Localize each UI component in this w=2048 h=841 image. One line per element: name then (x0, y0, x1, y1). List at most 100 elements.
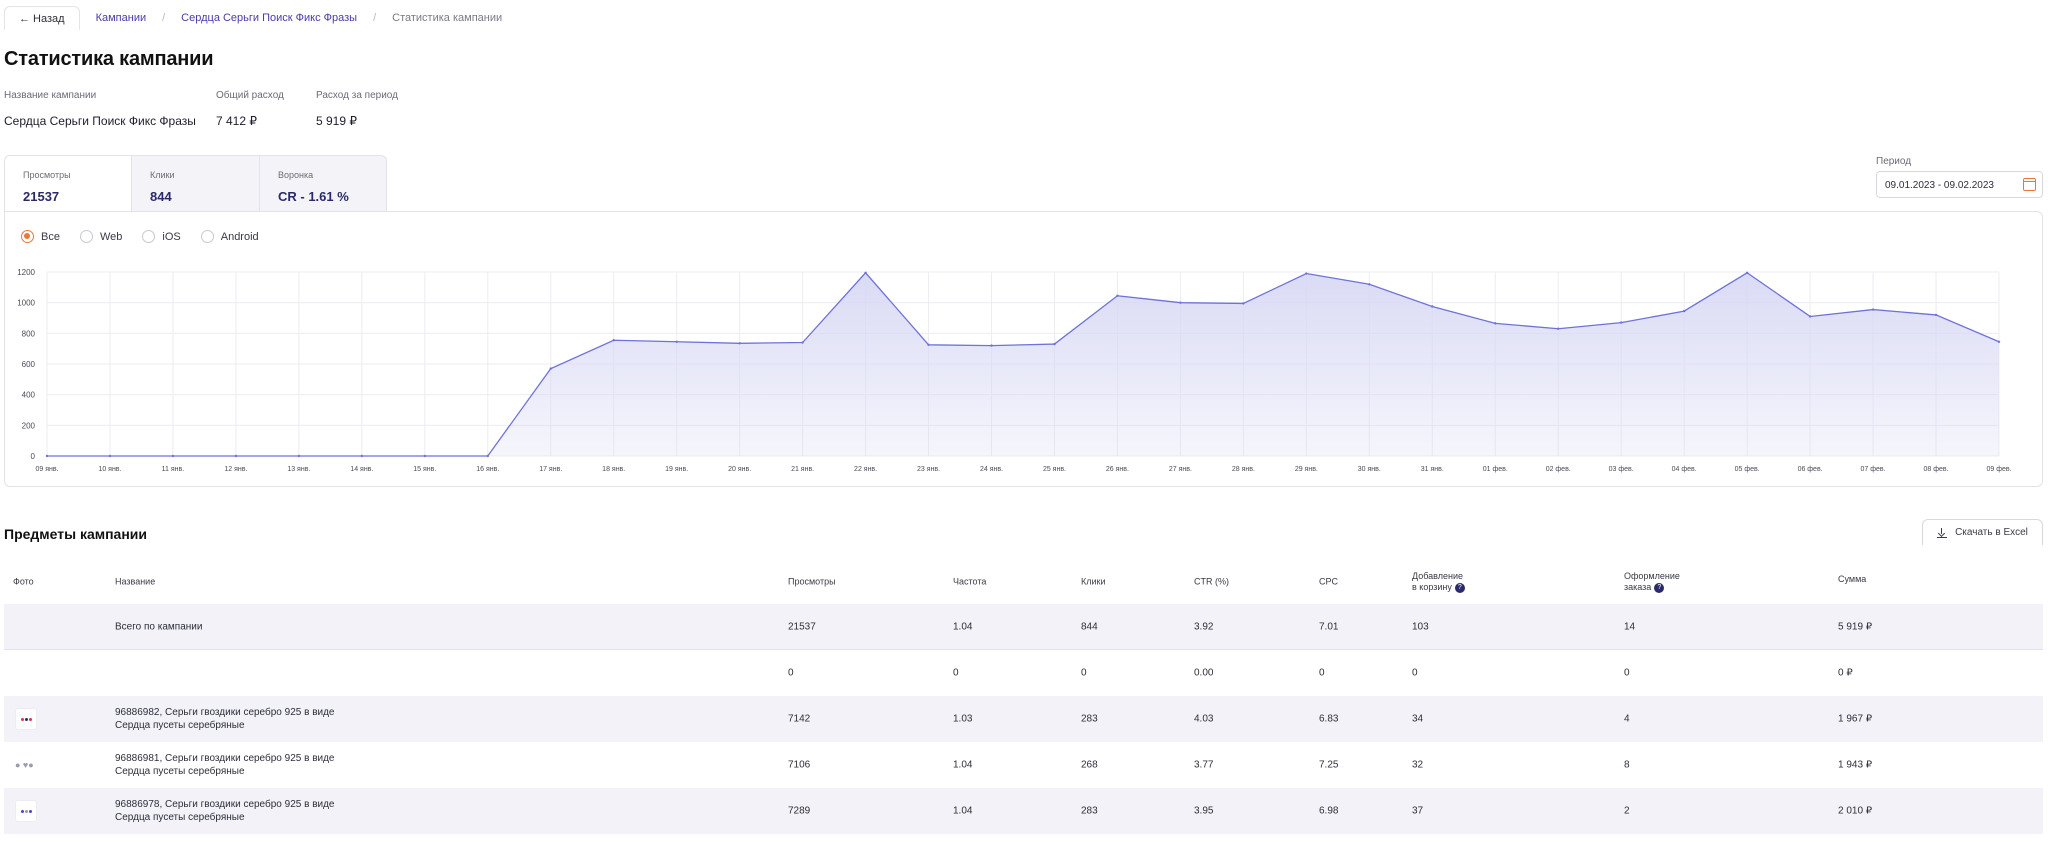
meta-label: Расход за период (316, 90, 398, 101)
section-title: Предметы кампании (4, 526, 148, 542)
data-point (1494, 322, 1497, 325)
row-sum: 1 943 ₽ (1838, 759, 1873, 771)
meta-period-spend: Расход за период 5 919 ₽ (316, 90, 398, 128)
table-row: 0 0 0 0.00 0 0 0 0 ₽ (4, 650, 2043, 696)
back-label: ← Назад (19, 12, 65, 25)
breadcrumb-separator: / (162, 12, 166, 24)
table-row[interactable]: 96886978, Серьги гвоздики серебро 925 в … (4, 788, 2043, 834)
meta-value: 5 919 ₽ (316, 114, 357, 128)
data-point (1997, 340, 2001, 343)
x-tick-label: 28 янв. (1232, 466, 1255, 473)
row-frequency: 0 (953, 667, 959, 679)
row-name-line2: Сердца пусеты серебряные (115, 766, 245, 777)
meta-campaign-name: Название кампании Сердца Серьги Поиск Фи… (4, 90, 196, 128)
col-label-line2: в корзину (1412, 582, 1452, 592)
x-tick-label: 08 фев. (1924, 466, 1949, 473)
breadcrumb: ← Назад Кампании / Сердца Серьги Поиск Ф… (4, 6, 502, 30)
row-views: 7142 (788, 713, 811, 725)
tab-views[interactable]: Просмотры 21537 (4, 155, 132, 212)
tab-clicks[interactable]: Клики 844 (132, 155, 260, 212)
radio-checked-icon[interactable] (21, 230, 34, 243)
x-tick-label: 31 янв. (1421, 466, 1444, 473)
col-label-line2: заказа (1624, 582, 1652, 592)
col-checkout: Оформление заказа? (1624, 571, 1680, 593)
x-tick-label: 01 фев. (1483, 466, 1508, 473)
back-button[interactable]: ← Назад (4, 6, 80, 30)
data-point (1431, 305, 1434, 308)
tab-value: CR - 1.61 % (278, 189, 349, 204)
radio-label: iOS (162, 230, 181, 243)
table-row[interactable]: ● ♥● 96886981, Серьги гвоздики серебро 9… (4, 742, 2043, 788)
x-tick-label: 22 янв. (854, 466, 877, 473)
row-sum: 0 ₽ (1838, 667, 1853, 679)
x-tick-label: 20 янв. (728, 466, 751, 473)
col-name: Название (115, 576, 156, 587)
radio-android[interactable]: Android (200, 230, 259, 243)
calendar-icon[interactable] (2023, 178, 2036, 191)
product-thumbnail[interactable]: ● ♥● (15, 760, 34, 770)
data-point (1934, 313, 1938, 317)
radio-unchecked-icon[interactable] (79, 230, 93, 243)
row-cart: 32 (1412, 759, 1424, 771)
x-tick-label: 09 янв. (35, 466, 58, 473)
row-frequency: 1.03 (953, 713, 973, 725)
period-value: 09.01.2023 - 09.02.2023 (1885, 180, 1994, 191)
x-tick-label: 15 янв. (413, 466, 436, 473)
data-point (549, 367, 552, 370)
breadcrumb-campaigns-link[interactable]: Кампании (95, 12, 147, 24)
x-tick-label: 04 фев. (1672, 466, 1697, 473)
row-sum: 1 967 ₽ (1838, 713, 1873, 725)
download-excel-label: Скачать в Excel (1955, 527, 2028, 538)
radio-label: Android (220, 230, 259, 243)
radio-all[interactable]: Все (21, 230, 60, 243)
row-name[interactable]: 96886978, Серьги гвоздики серебро 925 в … (115, 798, 375, 824)
download-icon (1937, 527, 1948, 538)
row-name-line1: 96886981, Серьги гвоздики серебро 925 в … (115, 753, 335, 764)
row-ctr: 3.95 (1194, 805, 1214, 817)
meta-label: Общий расход (216, 90, 284, 101)
series-area (47, 272, 1999, 456)
radio-unchecked-icon[interactable] (200, 230, 214, 243)
x-tick-label: 17 янв. (539, 466, 562, 473)
data-point (108, 454, 112, 458)
product-thumbnail[interactable] (15, 800, 37, 822)
x-tick-label: 05 фев. (1735, 466, 1760, 473)
radio-unchecked-icon[interactable] (142, 230, 156, 243)
table-row[interactable]: 96886982, Серьги гвоздики серебро 925 в … (4, 696, 2043, 742)
radio-ios[interactable]: iOS (142, 230, 181, 243)
row-cpc: 6.83 (1319, 713, 1339, 725)
tab-label: Просмотры (23, 170, 71, 180)
row-name[interactable]: 96886981, Серьги гвоздики серебро 925 в … (115, 752, 375, 778)
help-icon[interactable]: ? (1654, 582, 1665, 593)
tab-funnel[interactable]: Воронка CR - 1.61 % (260, 155, 387, 212)
help-icon[interactable]: ? (1454, 582, 1465, 593)
row-ctr: 3.92 (1194, 621, 1214, 632)
meta-value: Сердца Серьги Поиск Фикс Фразы (4, 114, 196, 128)
data-point (1745, 271, 1749, 274)
row-clicks: 268 (1081, 759, 1098, 771)
x-tick-label: 13 янв. (287, 466, 310, 473)
product-thumbnail[interactable] (15, 708, 37, 730)
metric-tabs: Просмотры 21537 Клики 844 Воронка CR - 1… (4, 155, 387, 212)
radio-web[interactable]: Web (79, 230, 122, 243)
download-excel-button[interactable]: Скачать в Excel (1922, 519, 2043, 545)
y-tick-label: 1200 (17, 268, 35, 277)
data-point (675, 340, 678, 343)
y-tick-label: 0 (31, 452, 36, 461)
x-tick-label: 29 янв. (1295, 466, 1318, 473)
breadcrumb-campaign-link[interactable]: Сердца Серьги Поиск Фикс Фразы (181, 12, 358, 24)
row-views: 0 (788, 667, 794, 679)
tab-value: 21537 (23, 189, 60, 204)
y-tick-label: 600 (22, 360, 36, 369)
x-tick-label: 12 янв. (224, 466, 247, 473)
row-ctr: 3.77 (1194, 759, 1214, 771)
period-input[interactable]: 09.01.2023 - 09.02.2023 (1876, 171, 2043, 198)
row-clicks: 0 (1081, 667, 1087, 679)
y-tick-label: 200 (22, 421, 36, 430)
tab-label: Клики (150, 170, 175, 180)
row-name: Всего по кампании (115, 621, 203, 632)
row-name[interactable]: 96886982, Серьги гвоздики серебро 925 в … (115, 706, 375, 732)
col-photo: Фото (13, 576, 34, 587)
data-point (297, 454, 301, 458)
meta-value: 7 412 ₽ (216, 114, 257, 128)
